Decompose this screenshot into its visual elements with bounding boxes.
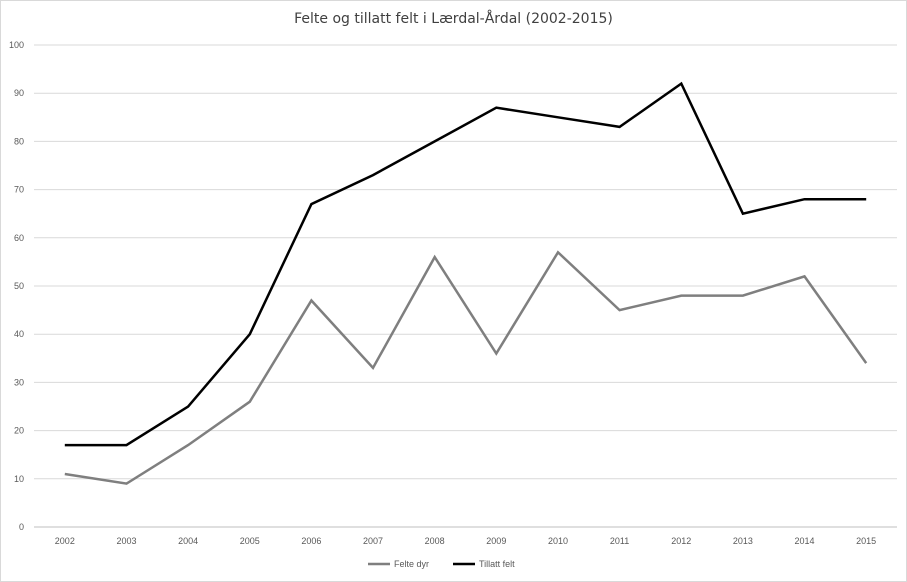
x-tick-label: 2010 (548, 536, 568, 546)
legend-label: Felte dyr (394, 559, 429, 569)
x-tick-label: 2005 (240, 536, 260, 546)
x-tick-label: 2006 (301, 536, 321, 546)
y-tick-label: 10 (14, 474, 24, 484)
x-tick-label: 2011 (610, 536, 629, 546)
y-tick-label: 0 (19, 522, 24, 532)
y-tick-label: 90 (14, 88, 24, 98)
series-line-0 (64, 250, 868, 485)
x-tick-label: 2002 (55, 536, 75, 546)
chart-title: Felte og tillatt felt i Lærdal-Årdal (20… (294, 11, 613, 27)
y-tick-label: 40 (14, 329, 24, 339)
x-tick-label: 2014 (795, 536, 815, 546)
y-tick-label: 20 (14, 426, 24, 436)
x-tick-label: 2004 (178, 536, 198, 546)
x-tick-label: 2013 (733, 536, 753, 546)
x-tick-label: 2008 (425, 536, 445, 546)
x-tick-label: 2015 (856, 536, 876, 546)
x-tick-label: 2009 (486, 536, 506, 546)
y-tick-label: 30 (14, 377, 24, 387)
y-tick-label: 80 (14, 136, 24, 146)
x-tick-label: 2003 (116, 536, 136, 546)
x-tick-label: 2007 (363, 536, 383, 546)
y-tick-label: 60 (14, 233, 24, 243)
x-tick-label: 2012 (671, 536, 691, 546)
legend-label: Tillatt felt (479, 559, 515, 569)
series-line-1 (64, 81, 867, 447)
y-tick-label: 50 (14, 281, 24, 291)
y-tick-label: 70 (14, 185, 24, 195)
y-tick-label: 100 (9, 40, 24, 50)
